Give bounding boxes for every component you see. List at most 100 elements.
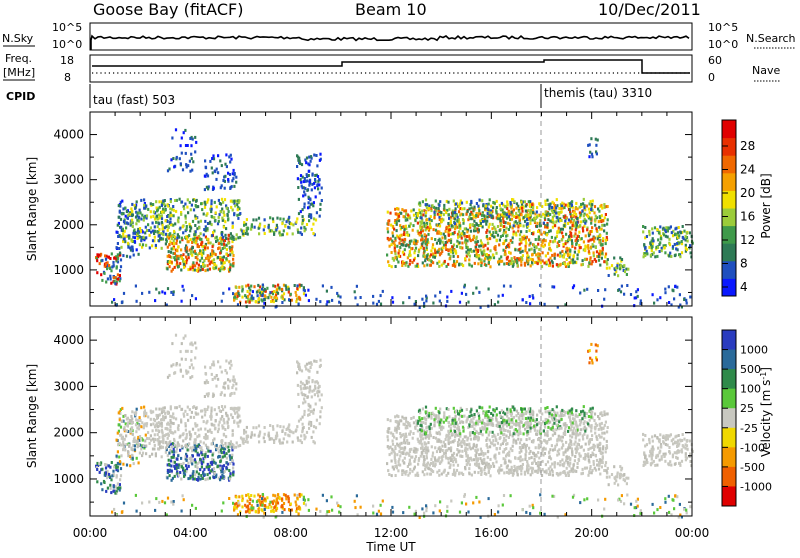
power-scatter-point: [532, 297, 534, 300]
power-scatter-point: [587, 265, 589, 268]
power-scatter-point: [446, 296, 448, 299]
power-scatter-point: [397, 208, 399, 211]
velocity-scatter-point: [219, 467, 221, 470]
velocity-scatter-point: [179, 435, 181, 438]
velocity-scatter-point: [101, 488, 103, 491]
power-scatter-point: [495, 231, 497, 234]
power-scatter-point: [170, 158, 172, 161]
power-scatter-point: [220, 186, 222, 189]
velocity-scatter-point: [170, 365, 172, 368]
power-scatter-point: [204, 203, 206, 206]
power-scatter-point: [519, 224, 521, 227]
power-scatter-point: [234, 172, 236, 175]
power-scatter-point: [210, 202, 212, 205]
power-scatter-point: [110, 269, 112, 272]
power-scatter-point: [181, 300, 183, 303]
power-colorbar-swatch: [722, 173, 736, 191]
velocity-scatter-point: [308, 376, 310, 379]
power-scatter-point: [590, 218, 592, 221]
power-scatter-point: [193, 208, 195, 211]
power-scatter-point: [454, 227, 456, 230]
velocity-scatter-point: [214, 408, 216, 411]
velocity-scatter-point: [114, 492, 116, 495]
power-scatter-point: [466, 239, 468, 242]
power-scatter-point: [203, 228, 205, 231]
power-scatter-point: [119, 211, 121, 214]
power-scatter-point: [205, 228, 207, 231]
power-scatter-point: [299, 231, 301, 234]
velocity-scatter-point: [276, 424, 278, 427]
power-scatter-point: [354, 296, 356, 299]
power-scatter-point: [232, 254, 234, 257]
power-scatter-point: [225, 227, 227, 230]
power-scatter-point: [259, 224, 261, 227]
power-scatter-point: [481, 252, 483, 255]
power-scatter-point: [430, 253, 432, 256]
power-scatter-point: [586, 258, 588, 261]
power-scatter-point: [486, 220, 488, 223]
power-scatter-point: [657, 238, 659, 241]
power-scatter-point: [501, 213, 503, 216]
power-scatter-point: [306, 179, 308, 182]
power-scatter-point: [541, 241, 543, 244]
power-scatter-point: [275, 299, 277, 302]
power-scatter-point: [206, 201, 208, 204]
power-scatter-point: [471, 206, 473, 209]
velocity-scatter-point: [176, 458, 178, 461]
power-scatter-point: [571, 227, 573, 230]
velocity-scatter-point: [233, 375, 235, 378]
power-scatter-point: [204, 269, 206, 272]
power-scatter-point: [125, 235, 127, 238]
power-scatter-point: [387, 211, 389, 214]
power-scatter-point: [144, 231, 146, 234]
velocity-scatter-point: [154, 433, 156, 436]
power-scatter-point: [207, 246, 209, 249]
power-scatter-point: [675, 247, 677, 250]
power-scatter-point: [200, 232, 202, 235]
velocity-scatter-point: [217, 360, 219, 363]
power-scatter-point: [302, 219, 304, 222]
velocity-scatter-point: [161, 455, 163, 458]
power-scatter-point: [507, 222, 509, 225]
velocity-scatter-point: [223, 419, 225, 422]
power-scatter-point: [295, 294, 297, 297]
power-scatter-point: [473, 220, 475, 223]
velocity-scatter-point: [297, 362, 299, 365]
velocity-scatter-point: [224, 369, 226, 372]
power-scatter-point: [438, 207, 440, 210]
velocity-scatter-point: [111, 474, 113, 477]
power-scatter-point: [155, 288, 157, 291]
power-scatter-point: [503, 225, 505, 228]
power-scatter-point: [387, 220, 389, 223]
power-scatter-point: [432, 243, 434, 246]
power-scatter-point: [507, 203, 509, 206]
power-scatter-point: [544, 200, 546, 203]
power-scatter-point: [527, 222, 529, 225]
power-scatter-point: [412, 224, 414, 227]
power-scatter-point: [276, 224, 278, 227]
power-scatter-point: [464, 235, 466, 238]
power-scatter-point: [139, 227, 141, 230]
power-scatter-point: [386, 254, 388, 257]
power-scatter-point: [437, 213, 439, 216]
velocity-scatter-point: [150, 423, 152, 426]
power-scatter-point: [273, 300, 275, 303]
velocity-scatter-point: [101, 468, 103, 471]
power-scatter-point: [198, 226, 200, 229]
power-scatter-point: [122, 254, 124, 257]
power-scatter-point: [295, 291, 297, 294]
power-scatter-point: [482, 225, 484, 228]
velocity-scatter-point: [264, 433, 266, 436]
power-scatter-point: [639, 302, 641, 305]
velocity-scatter-point: [126, 429, 128, 432]
power-scatter-point: [162, 208, 164, 211]
velocity-scatter-point: [387, 439, 389, 442]
power-scatter-point: [509, 262, 511, 265]
power-scatter-point: [224, 220, 226, 223]
power-scatter-point: [652, 293, 654, 296]
power-scatter-point: [319, 208, 321, 211]
power-scatter-point: [619, 267, 621, 270]
velocity-scatter: [95, 334, 694, 519]
power-scatter-point: [409, 217, 411, 220]
